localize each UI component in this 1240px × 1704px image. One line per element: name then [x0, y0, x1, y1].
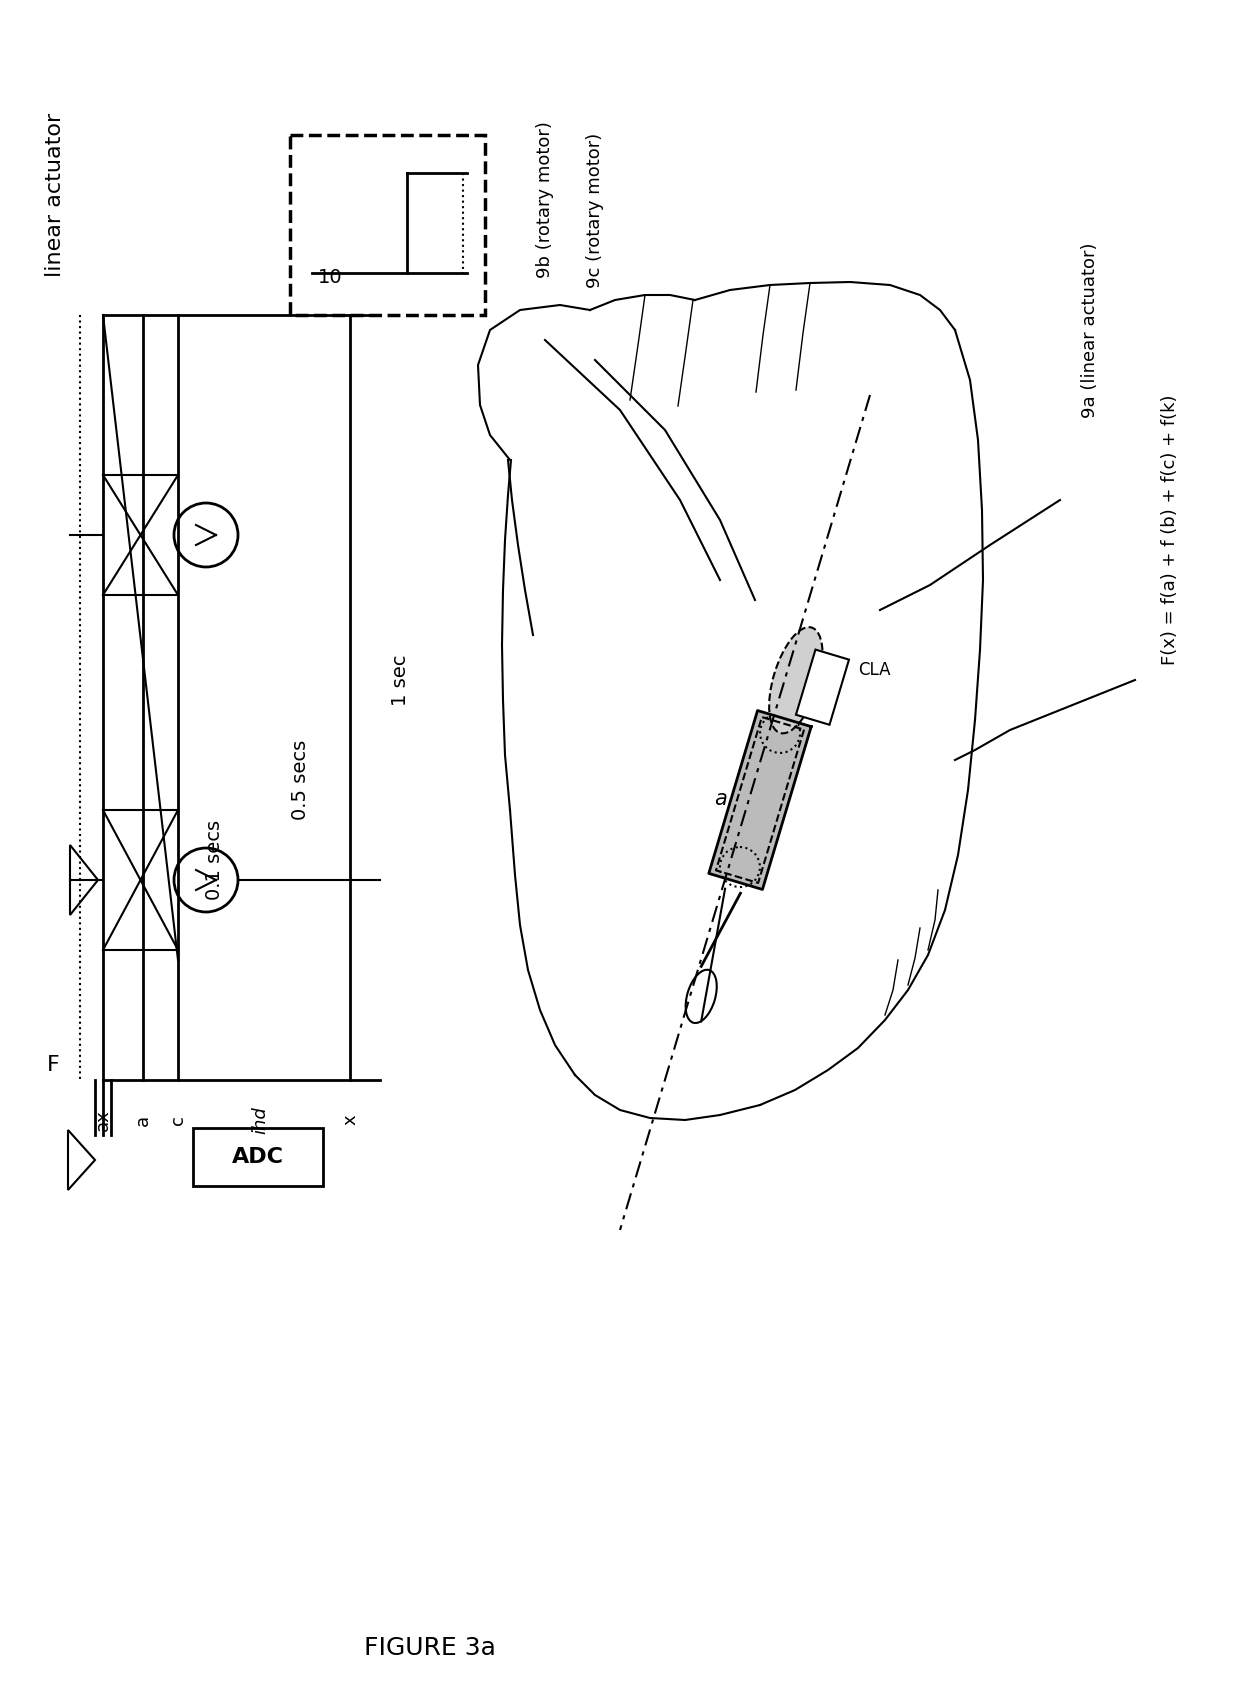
Text: ax: ax — [94, 1109, 112, 1131]
Polygon shape — [709, 711, 811, 889]
Text: F: F — [47, 1055, 60, 1075]
Text: CLA: CLA — [858, 661, 890, 678]
Text: 1 sec: 1 sec — [391, 654, 409, 705]
Ellipse shape — [769, 627, 822, 733]
Text: x: x — [341, 1114, 360, 1125]
Text: ihd: ihd — [250, 1106, 269, 1133]
Text: 10: 10 — [317, 268, 342, 286]
Text: a: a — [714, 789, 727, 809]
Text: a: a — [134, 1114, 153, 1126]
Text: ADC: ADC — [232, 1147, 284, 1167]
Text: FIGURE 3a: FIGURE 3a — [365, 1636, 496, 1660]
Text: 9c (rotary motor): 9c (rotary motor) — [587, 133, 604, 288]
Bar — [290, 135, 485, 315]
Text: c: c — [169, 1114, 187, 1125]
Text: F(x) = f(a) + f (b) + f(c) + f(k): F(x) = f(a) + f (b) + f(c) + f(k) — [1161, 395, 1179, 665]
Bar — [796, 649, 849, 724]
Bar — [193, 1128, 322, 1186]
Polygon shape — [68, 1130, 95, 1189]
Text: 0.1 secs: 0.1 secs — [206, 820, 224, 900]
Polygon shape — [69, 845, 98, 915]
Text: 0.5 secs: 0.5 secs — [290, 740, 310, 820]
Text: linear actuator: linear actuator — [45, 112, 64, 278]
Text: 9a (linear actuator): 9a (linear actuator) — [1081, 242, 1099, 417]
Text: 9b (rotary motor): 9b (rotary motor) — [536, 121, 554, 278]
